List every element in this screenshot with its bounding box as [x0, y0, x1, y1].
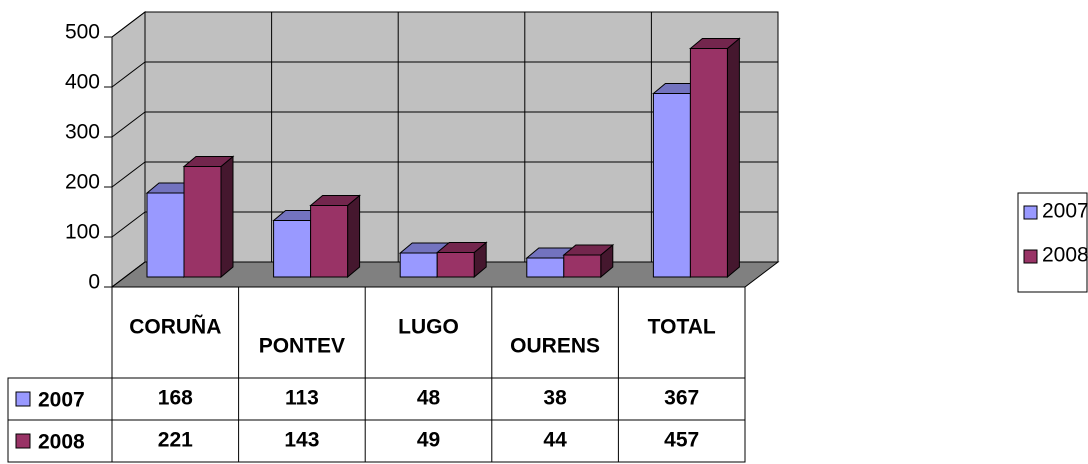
- y-tick-label: 100: [65, 221, 100, 244]
- bar-side: [347, 194, 361, 279]
- bar-front: [183, 166, 222, 278]
- side-wall: [111, 10, 146, 289]
- bar-front: [436, 252, 475, 278]
- table-value: 38: [543, 387, 567, 410]
- table-value: 143: [284, 429, 319, 452]
- bar-front: [563, 254, 602, 278]
- table-value: 49: [417, 429, 440, 452]
- bar-front: [689, 48, 728, 278]
- bar: [435, 241, 488, 279]
- legend-key: [1023, 205, 1038, 220]
- x-tick-label: CORUÑA: [129, 316, 221, 339]
- bar-front: [146, 192, 185, 278]
- bar: [562, 243, 615, 279]
- table-value: 113: [285, 387, 319, 410]
- bar-side: [726, 37, 740, 279]
- table-value: 221: [158, 429, 193, 452]
- grid-line: [111, 11, 146, 38]
- table-frame: [111, 286, 746, 463]
- y-tick-label: 300: [65, 121, 100, 144]
- bar-front: [526, 257, 565, 278]
- x-tick-label: TOTAL: [648, 316, 716, 339]
- table-value: 367: [664, 387, 699, 410]
- bar: [689, 37, 741, 279]
- table-row-header: 2007: [38, 389, 85, 412]
- table-value: 48: [417, 387, 441, 410]
- bar-front: [652, 93, 691, 278]
- grid-line: [111, 211, 146, 238]
- legend-label: 2008: [1042, 244, 1088, 267]
- x-tick-label: PONTEV: [259, 335, 345, 358]
- legend-key: [1023, 249, 1038, 264]
- table-value: 44: [543, 429, 567, 452]
- table-legend-key: [15, 391, 31, 407]
- y-tick-label: 200: [65, 171, 100, 194]
- x-tick-label: LUGO: [398, 316, 459, 339]
- grid-line: [111, 111, 146, 138]
- grid-line: [111, 61, 146, 88]
- table-legend-key: [15, 433, 31, 449]
- y-tick-label: 500: [65, 21, 100, 44]
- bar-front: [273, 220, 312, 278]
- grid-line: [111, 161, 146, 188]
- y-tick-label: 0: [88, 271, 100, 294]
- legend-label: 2007: [1042, 200, 1088, 223]
- bar-front: [399, 252, 438, 278]
- table-value: 168: [158, 387, 193, 410]
- grid-line: [111, 261, 146, 288]
- bar-front: [310, 205, 349, 278]
- bar: [309, 194, 361, 279]
- bar-side: [220, 155, 234, 279]
- table-value: 457: [664, 429, 699, 452]
- table-row-header: 2008: [38, 431, 85, 454]
- x-tick-label: OURENS: [510, 335, 600, 358]
- y-tick-label: 400: [65, 71, 100, 94]
- bar: [182, 155, 235, 279]
